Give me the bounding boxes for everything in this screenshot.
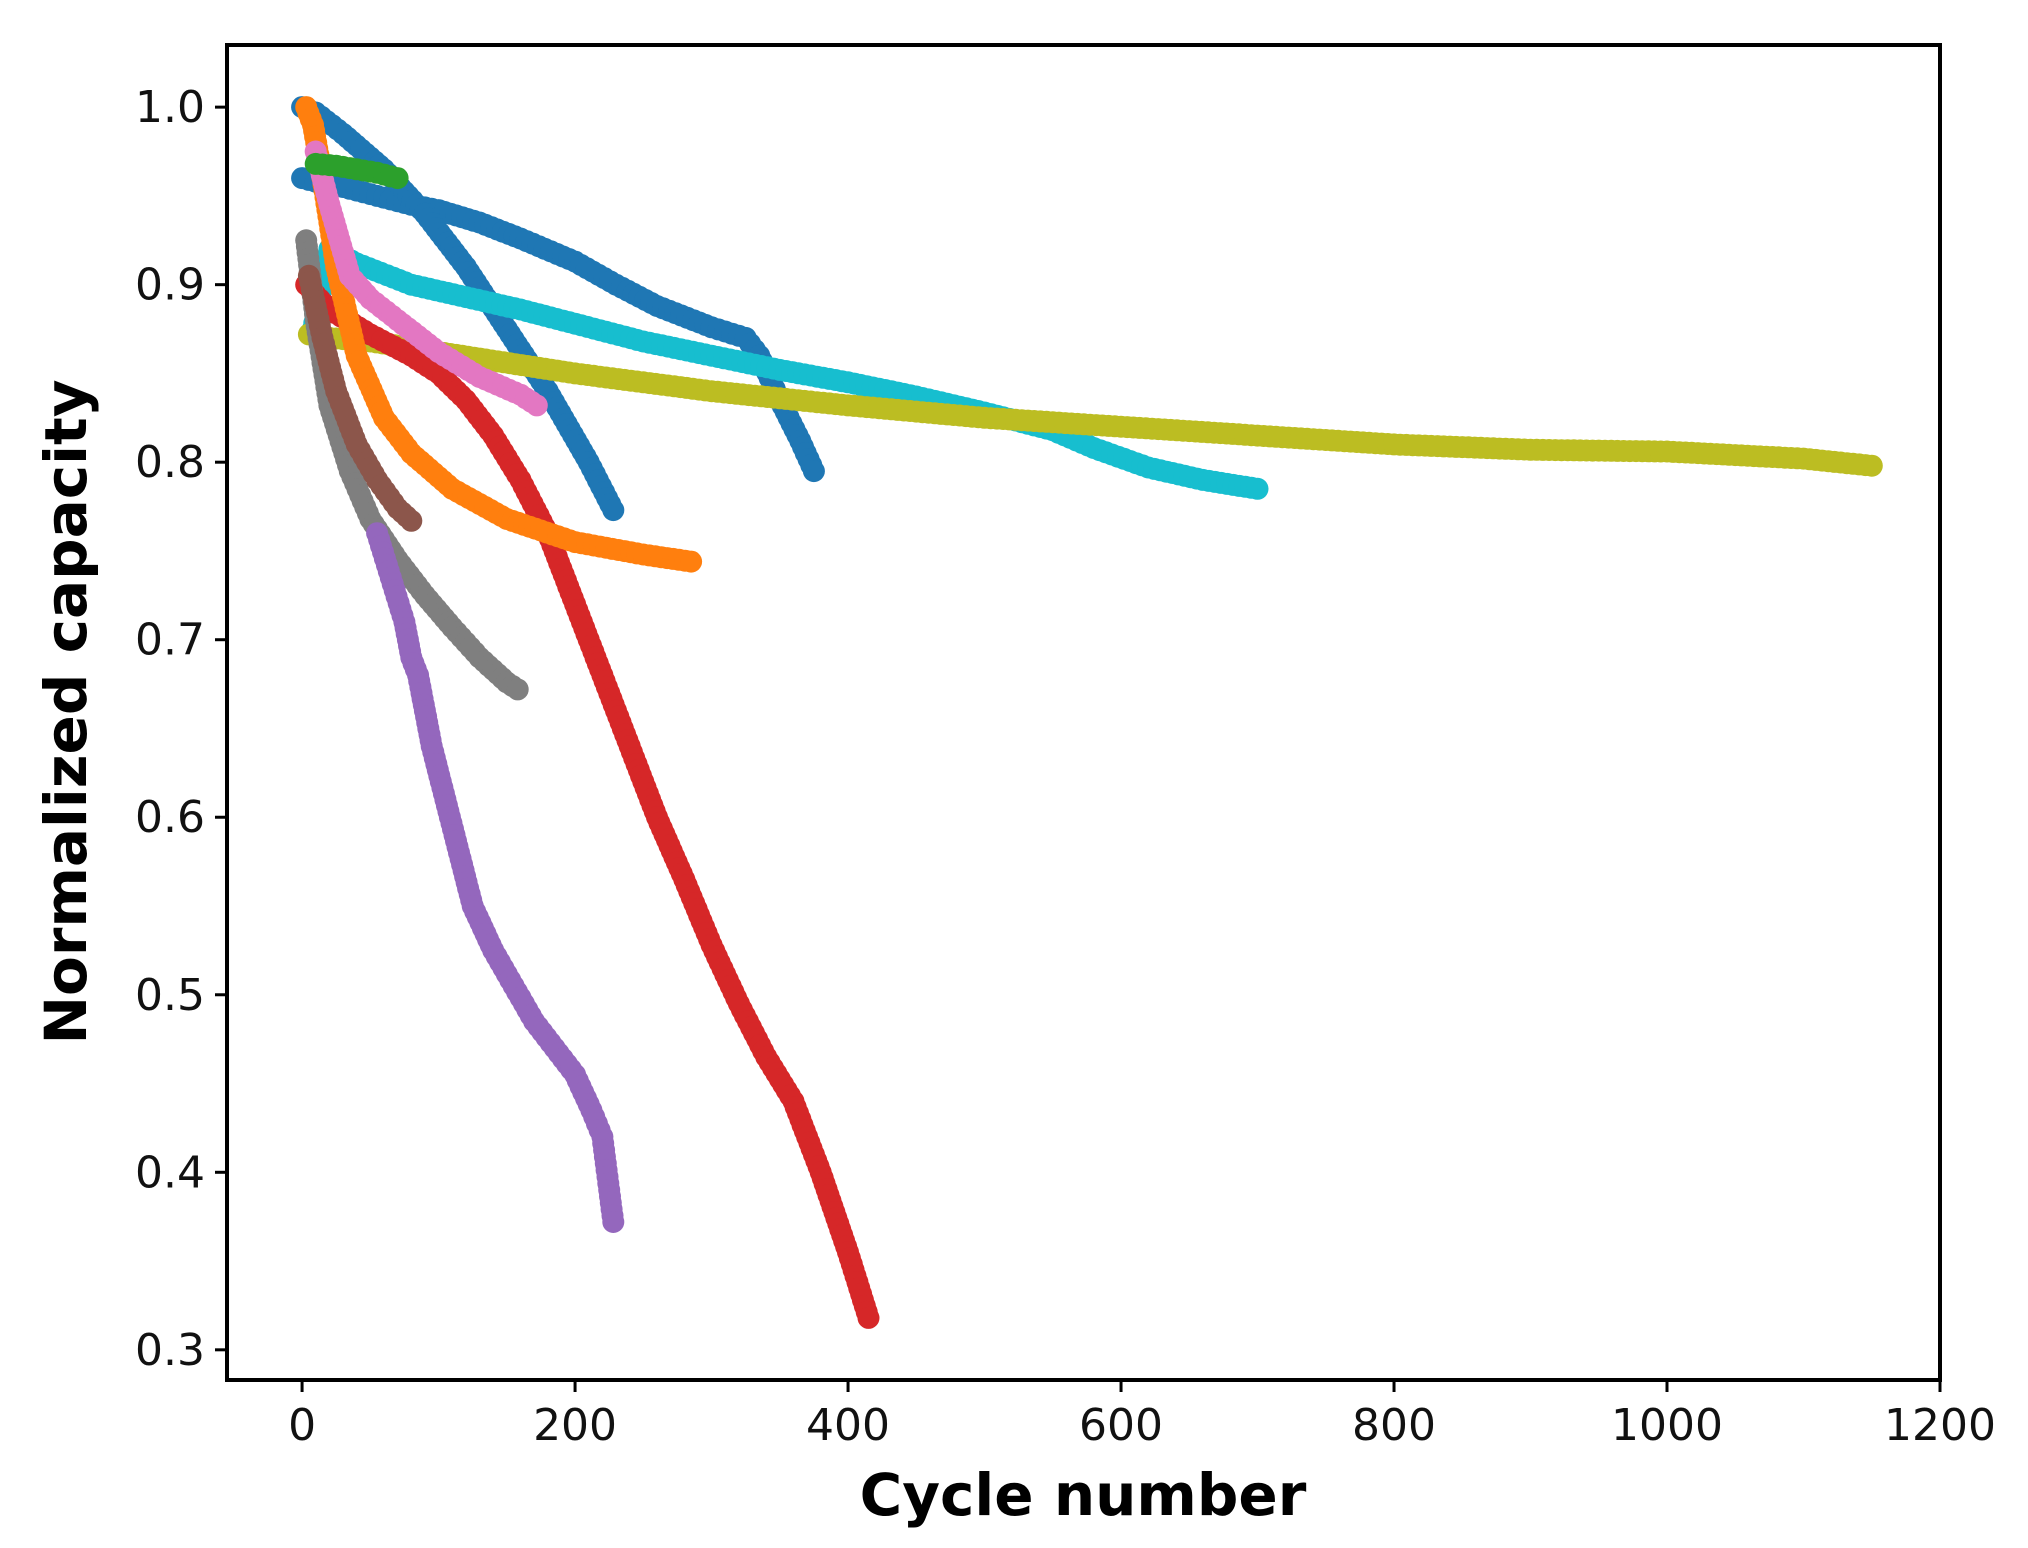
series-pink xyxy=(304,140,548,417)
y-tick-label: 0.5 xyxy=(135,970,205,1021)
x-axis: 0 200 400 600 800 1000 1200 xyxy=(288,1380,1996,1451)
data-point xyxy=(1246,477,1269,500)
x-tick-label: 400 xyxy=(806,1400,890,1451)
data-point xyxy=(400,509,423,532)
series-layer xyxy=(291,96,1883,1329)
series-brown xyxy=(297,264,423,532)
y-tick-label: 0.9 xyxy=(135,260,205,311)
x-tick-label: 600 xyxy=(1079,1400,1163,1451)
data-point xyxy=(386,167,409,190)
series-blue-a xyxy=(291,167,825,483)
data-point xyxy=(602,1211,625,1233)
data-point xyxy=(506,678,529,701)
x-axis-title: Cycle number xyxy=(860,1461,1307,1529)
y-axis: 0.3 0.4 0.5 0.6 0.7 0.8 0.9 1.0 xyxy=(135,82,227,1376)
data-point xyxy=(1860,454,1883,477)
y-tick-label: 1.0 xyxy=(135,82,205,133)
x-tick-label: 800 xyxy=(1352,1400,1436,1451)
plot-frame xyxy=(225,43,1942,1382)
y-tick-label: 0.7 xyxy=(135,615,205,666)
x-tick-label: 0 xyxy=(288,1400,316,1451)
series-purple xyxy=(366,522,625,1233)
data-point xyxy=(680,550,703,573)
data-point xyxy=(602,499,625,522)
y-tick-label: 0.4 xyxy=(135,1147,205,1198)
y-tick-label: 0.8 xyxy=(135,437,205,488)
x-tick-label: 1200 xyxy=(1884,1400,1996,1451)
data-point xyxy=(857,1306,880,1329)
series-red xyxy=(295,273,880,1329)
x-tick-label: 1000 xyxy=(1611,1400,1723,1451)
data-point xyxy=(525,394,548,417)
y-axis-title: Normalized capacity xyxy=(32,379,100,1044)
series-green xyxy=(304,152,409,190)
y-tick-label: 0.6 xyxy=(135,792,205,843)
y-tick-label: 0.3 xyxy=(135,1325,205,1376)
x-tick-label: 200 xyxy=(533,1400,617,1451)
data-point xyxy=(802,460,825,483)
